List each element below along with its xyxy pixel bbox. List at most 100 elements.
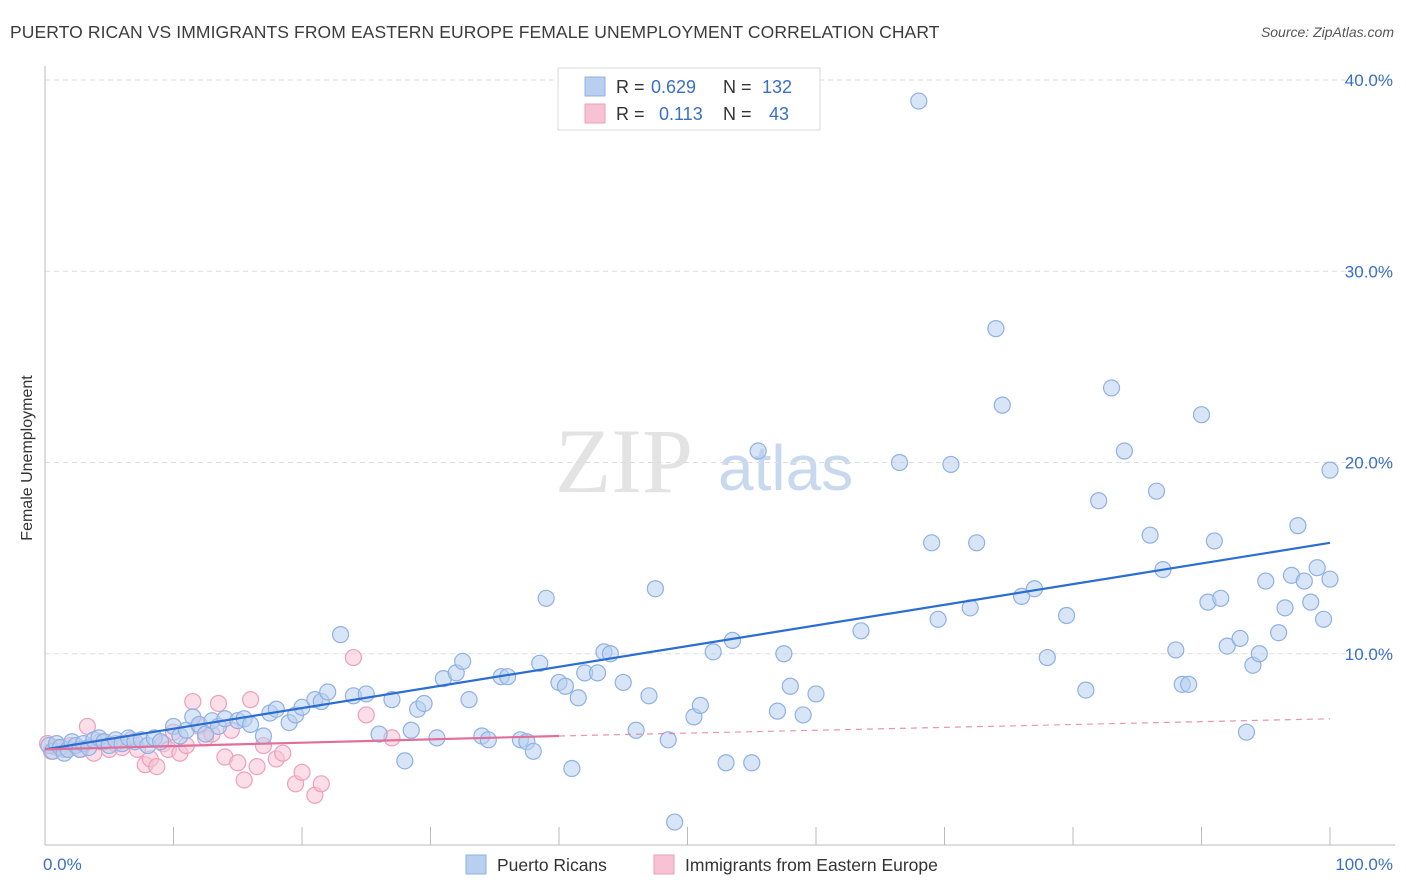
data-point-puerto-ricans [1257,572,1275,590]
data-point-puerto-ricans [1038,648,1056,667]
data-point-puerto-ricans [640,687,658,705]
data-point-puerto-ricans [267,700,285,718]
data-point-puerto-ricans [370,725,388,743]
data-point-puerto-ricans [1212,589,1230,607]
stats-n-value: 43 [769,104,789,124]
data-point-puerto-ricans [1218,637,1236,655]
series-puerto-ricans-points [40,92,1339,831]
data-point-puerto-ricans [646,580,664,598]
data-point-eastern-europe [229,754,247,772]
data-point-puerto-ricans [666,813,684,831]
data-point-puerto-ricans [1180,675,1198,693]
trend-line-puerto-ricans [44,541,1331,751]
data-point-puerto-ricans [1308,559,1326,577]
data-point-puerto-ricans [704,643,722,661]
data-point-puerto-ricans [531,654,549,672]
data-point-puerto-ricans [396,752,414,770]
data-point-eastern-europe [293,763,311,781]
data-point-eastern-europe [274,744,292,762]
data-point-puerto-ricans [331,626,350,644]
data-point-puerto-ricans [910,92,928,110]
stats-n-value: 132 [762,77,792,97]
data-point-puerto-ricans [1102,379,1121,397]
data-point-puerto-ricans [1192,406,1211,424]
stats-r-label: R = [616,77,645,97]
stats-swatch-pink [584,103,606,124]
data-point-puerto-ricans [1237,723,1256,741]
source-credit: Source: ZipAtlas.com [1260,24,1394,40]
data-point-puerto-ricans [1269,624,1288,642]
data-point-puerto-ricans [923,534,941,552]
data-point-eastern-europe [242,691,260,709]
chart-title: PUERTO RICAN VS IMMIGRANTS FROM EASTERN … [10,22,940,42]
legend-label-puerto-ricans: Puerto Ricans [497,855,607,875]
data-point-eastern-europe [235,771,253,789]
data-point-puerto-ricans [556,677,575,695]
x-tick-labels: 0.0% 100.0% [43,855,1393,874]
data-point-eastern-europe [184,692,202,711]
data-point-eastern-europe [148,757,166,776]
data-point-puerto-ricans [807,685,825,703]
trend-line-eastern-europe-extension [558,718,1331,737]
series-legend: Puerto Ricans Immigrants from Eastern Eu… [465,854,938,875]
data-point-eastern-europe [209,694,228,713]
axes [44,66,1395,846]
data-point-puerto-ricans [454,652,472,671]
data-point-puerto-ricans [749,442,767,460]
data-point-puerto-ricans [1141,526,1159,544]
legend-swatch-eastern-europe [653,854,675,875]
data-point-puerto-ricans [524,742,542,760]
data-point-puerto-ricans [1090,492,1108,510]
stats-swatch-blue [584,76,606,97]
data-point-puerto-ricans [987,320,1005,338]
data-point-puerto-ricans [775,645,793,663]
data-point-puerto-ricans [1295,572,1313,590]
data-point-puerto-ricans [627,721,645,739]
data-point-puerto-ricans [852,622,870,640]
y-tick-label: 30.0% [1345,262,1393,281]
legend-label-eastern-europe: Immigrants from Eastern Europe [685,855,938,875]
stats-n-label: N = [723,104,752,124]
data-point-puerto-ricans [1321,461,1339,479]
data-point-eastern-europe [357,706,375,724]
data-point-puerto-ricans [254,727,273,745]
stats-r-value: 0.629 [651,77,696,97]
data-point-puerto-ricans [717,754,735,772]
data-point-puerto-ricans [383,691,401,709]
data-point-puerto-ricans [1115,442,1134,460]
data-point-puerto-ricans [993,396,1011,414]
data-point-puerto-ricans [659,731,677,749]
data-point-puerto-ricans [942,455,960,474]
data-point-puerto-ricans [890,453,909,472]
y-tick-labels: 10.0% 20.0% 30.0% 40.0% [1345,71,1393,664]
data-point-puerto-ricans [1314,610,1333,628]
data-point-puerto-ricans [588,664,607,682]
stats-legend: R = 0.629 N = 132 R = 0.113 N = 43 [557,67,821,131]
data-point-puerto-ricans [1147,482,1166,500]
data-point-puerto-ricans [781,677,799,695]
data-point-eastern-europe [248,757,266,776]
data-point-eastern-europe [312,775,330,793]
watermark: ZIP atlas [555,410,853,512]
data-point-puerto-ricans [1057,606,1076,625]
trend-line-eastern-europe [44,734,560,751]
data-point-puerto-ricans [1302,593,1320,611]
data-point-eastern-europe [344,648,362,667]
data-point-puerto-ricans [1167,641,1185,659]
data-point-puerto-ricans [402,721,420,739]
data-point-puerto-ricans [1289,517,1307,535]
data-point-puerto-ricans [743,754,761,772]
watermark-atlas: atlas [718,432,853,504]
y-tick-label: 10.0% [1345,645,1393,664]
data-point-puerto-ricans [1321,570,1339,588]
data-point-puerto-ricans [563,759,581,778]
data-point-puerto-ricans [569,689,587,707]
watermark-zip: ZIP [555,410,693,512]
data-point-puerto-ricans [614,673,632,692]
data-point-puerto-ricans [1077,681,1095,699]
x-tick-label: 100.0% [1335,855,1393,874]
data-point-puerto-ricans [1231,629,1249,648]
grid-lines [45,79,1395,655]
x-tick-label: 0.0% [43,855,82,874]
